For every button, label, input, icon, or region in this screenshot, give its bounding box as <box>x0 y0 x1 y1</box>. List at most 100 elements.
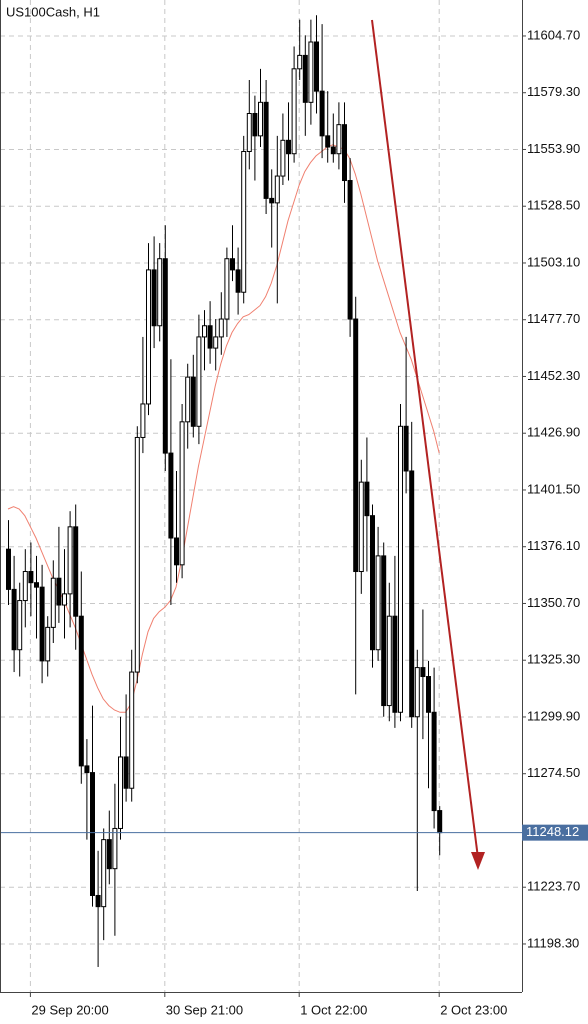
candle-body <box>11 588 17 651</box>
candle-body <box>95 894 101 908</box>
candle-body <box>112 827 118 870</box>
candle-body <box>168 452 174 539</box>
y-tick-label: 11452.30 <box>527 368 580 383</box>
candle-body <box>28 571 34 584</box>
candle-body <box>386 615 392 707</box>
y-tick-label: 11604.70 <box>527 27 580 42</box>
candle-body <box>34 582 39 588</box>
candle-body <box>420 667 426 678</box>
candle-body <box>157 258 163 327</box>
y-tick-label: 11579.30 <box>527 84 580 99</box>
candle-body <box>308 41 314 103</box>
candle-body <box>39 586 45 662</box>
candle-body <box>185 376 191 423</box>
y-tick-label: 11376.10 <box>527 538 580 553</box>
candle-body <box>336 124 342 155</box>
candle-body <box>179 421 185 566</box>
candle-body <box>6 548 11 590</box>
candle-body <box>78 615 84 767</box>
current-price-label: 11248.12 <box>526 824 579 839</box>
x-tick-label: 2 Oct 23:00 <box>440 1002 507 1017</box>
candle-body <box>258 101 263 137</box>
candle-body <box>319 90 325 137</box>
candle-body <box>207 325 213 349</box>
candle-body <box>358 481 364 573</box>
candle-body <box>213 336 219 349</box>
candle-body <box>151 269 157 327</box>
candle-body <box>330 146 336 155</box>
y-tick-label: 11325.30 <box>527 652 580 667</box>
candle-body <box>235 269 241 293</box>
candle-body <box>118 756 123 829</box>
candle-body <box>190 376 196 427</box>
candle-body <box>392 615 398 713</box>
candle-body <box>314 41 319 92</box>
candle-body <box>342 124 347 182</box>
candle-body <box>140 403 146 438</box>
y-tick-label: 11477.70 <box>527 311 580 326</box>
candle-body <box>174 537 179 566</box>
candle-body <box>129 671 135 789</box>
candle-body <box>364 481 370 517</box>
candle-body <box>403 425 409 472</box>
candle-body <box>431 711 437 812</box>
candle-body <box>269 197 275 204</box>
candle-body <box>291 68 297 155</box>
chart-title: US100Cash, H1 <box>6 4 100 19</box>
y-tick-label: 11426.90 <box>527 425 580 440</box>
candle-body <box>162 258 168 454</box>
candle-body <box>274 175 280 204</box>
candle-body <box>280 139 286 177</box>
candle-body <box>353 318 359 573</box>
candle-body <box>302 54 308 103</box>
plot <box>0 15 522 967</box>
candle-body <box>62 593 67 606</box>
y-tick-label: 11350.70 <box>527 595 580 610</box>
y-tick-label: 11528.50 <box>527 198 580 213</box>
arrow-head <box>471 852 485 870</box>
candle-body <box>202 325 207 338</box>
trend-arrow <box>371 19 479 859</box>
candle-body <box>252 112 258 137</box>
y-tick-label: 11198.30 <box>527 935 579 950</box>
y-tick-label: 11223.70 <box>527 879 580 894</box>
candle-body <box>297 54 303 70</box>
candle-body <box>22 571 28 602</box>
candle-body <box>146 269 151 405</box>
candle-body <box>134 436 140 673</box>
candle-body <box>398 425 403 713</box>
y-tick-label: 11553.90 <box>527 141 580 156</box>
candle-body <box>106 839 112 870</box>
candle-body <box>241 150 247 293</box>
candle-body <box>409 470 415 718</box>
candle-body <box>286 139 291 155</box>
candle-body <box>325 135 331 148</box>
candle-body <box>67 526 73 595</box>
candle-body <box>196 336 202 427</box>
x-tick-label: 1 Oct 22:00 <box>300 1002 367 1017</box>
candle-body <box>101 839 107 908</box>
candle-body <box>370 515 375 651</box>
candle-body <box>90 772 95 896</box>
candle-body <box>17 600 23 651</box>
x-tick-label: 30 Sep 21:00 <box>166 1002 243 1017</box>
candle-body <box>426 676 431 713</box>
candle-body <box>381 555 387 707</box>
y-tick-label: 11503.10 <box>527 254 580 269</box>
y-tick-label: 11299.90 <box>527 708 580 723</box>
candle-body <box>347 180 353 320</box>
candle-body <box>375 555 381 651</box>
candle-body <box>123 756 129 789</box>
candle-body <box>84 765 90 774</box>
candle-body <box>73 526 79 617</box>
axes: 11198.30 11223.70 11274.50 11299.90 11325.30… <box>29 27 588 1017</box>
current-price-box <box>522 824 588 841</box>
candle-body <box>50 577 56 628</box>
candle-body <box>263 101 269 199</box>
candle-body <box>218 318 224 338</box>
candle-body <box>45 626 51 662</box>
candle-body <box>224 258 230 320</box>
candle-body <box>230 258 235 271</box>
